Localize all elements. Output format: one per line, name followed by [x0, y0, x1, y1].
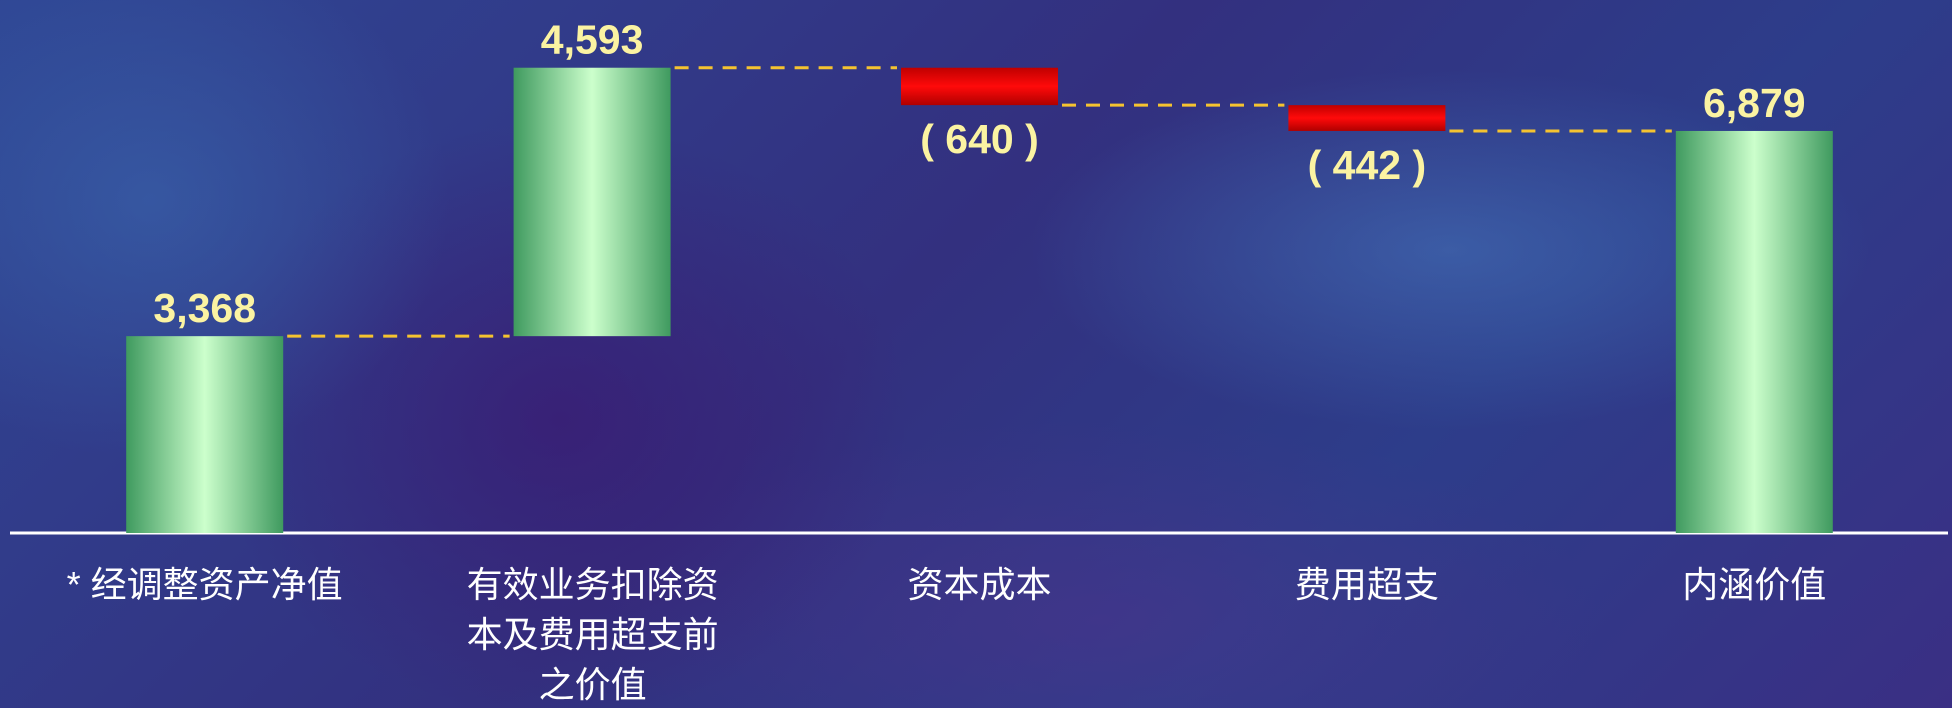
increase-bar [1675, 130, 1833, 533]
category-label: 费用超支 [1294, 564, 1439, 605]
category-label: * 经调整资产净值 [66, 564, 343, 605]
category-label: 资本成本 [907, 564, 1052, 605]
category-label: 有效业务扣除资本及费用超支前之价值 [466, 564, 719, 705]
value-label: 6,879 [1703, 80, 1806, 126]
value-label: ( 442 ) [1308, 142, 1427, 188]
value-label: ( 640 ) [920, 116, 1039, 162]
decrease-bar [901, 67, 1058, 106]
category-label: 内涵价值 [1682, 564, 1827, 605]
increase-bar [126, 336, 284, 533]
increase-bar [513, 67, 671, 337]
decrease-bar [1288, 105, 1446, 131]
value-label: 3,368 [153, 285, 256, 331]
value-label: 4,593 [541, 17, 644, 63]
